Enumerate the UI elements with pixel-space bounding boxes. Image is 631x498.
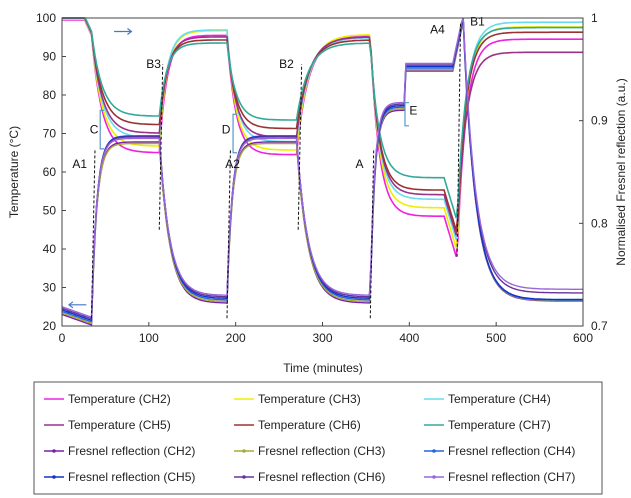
- annotations: A1 A2 A A4 B3 B2 B1 C D E: [67, 15, 485, 309]
- plot-curves: [61, 17, 583, 326]
- transition-marker: [456, 21, 462, 257]
- y2-tick-label: 0.7: [591, 319, 608, 333]
- transition-marker: [369, 148, 375, 319]
- annotation-label: A4: [430, 22, 445, 36]
- y2-tick-label: 0.9: [591, 114, 608, 128]
- legend-marker: [52, 475, 56, 479]
- range-bracket: [99, 109, 105, 150]
- reflection-curve: [61, 17, 583, 318]
- y-axis-label: Temperature (°C): [7, 126, 21, 218]
- legend-label: Temperature (CH3): [258, 392, 361, 406]
- annotation-label: A1: [72, 157, 87, 171]
- legend-label: Fresnel reflection (CH6): [258, 470, 385, 484]
- y-tick-label: 70: [43, 127, 57, 141]
- x-tick-label: 400: [399, 331, 419, 345]
- transition-marker: [297, 64, 303, 230]
- annotation-label: B3: [146, 57, 161, 71]
- y-tick-label: 20: [43, 319, 57, 333]
- legend-label: Temperature (CH7): [448, 418, 551, 432]
- transition-marker: [158, 64, 164, 230]
- legend-marker: [432, 475, 436, 479]
- annotation-label: B1: [470, 15, 485, 29]
- annotation-label: E: [409, 103, 417, 117]
- range-bracket: [232, 113, 238, 154]
- reflection-curve: [61, 17, 583, 320]
- range-bracket: [404, 102, 409, 127]
- reflection-curve: [61, 18, 583, 323]
- y-tick-label: 40: [43, 242, 57, 256]
- legend-marker: [242, 449, 246, 453]
- transition-marker: [226, 148, 231, 319]
- x-tick-label: 600: [573, 331, 593, 345]
- legend: Temperature (CH2) Temperature (CH3) Temper…: [44, 392, 575, 484]
- legend-label: Temperature (CH6): [258, 418, 361, 432]
- y-tick-label: 60: [43, 165, 57, 179]
- transition-marker: [91, 148, 96, 319]
- left-axis-arrowhead: [67, 301, 74, 309]
- temperature-curve: [62, 17, 583, 231]
- annotation-label: A: [355, 157, 363, 171]
- legend-label: Fresnel reflection (CH3): [258, 444, 385, 458]
- temperature-curve: [62, 17, 583, 219]
- legend-box: [33, 381, 603, 495]
- temperature-curve: [62, 17, 583, 236]
- y2-tick-label: 0.8: [591, 216, 608, 230]
- y2-tick-label: 1: [591, 11, 598, 25]
- x-tick-label: 300: [312, 331, 332, 345]
- x-tick-label: 500: [486, 331, 506, 345]
- legend-label: Temperature (CH5): [68, 418, 171, 432]
- annotation-label: B2: [279, 57, 294, 71]
- y-tick-label: 80: [43, 88, 57, 102]
- x-tick-label: 0: [59, 331, 66, 345]
- legend-marker: [242, 475, 246, 479]
- legend-label: Fresnel reflection (CH2): [68, 444, 195, 458]
- y2-axis-label: Normalised Fresnel reflection (a.u.): [614, 78, 628, 265]
- annotation-label: C: [90, 123, 99, 137]
- legend-label: Fresnel reflection (CH7): [448, 470, 575, 484]
- y-tick-label: 50: [43, 204, 57, 218]
- reflection-curve: [61, 17, 583, 321]
- x-tick-label: 200: [226, 331, 246, 345]
- reflection-curve: [61, 20, 583, 325]
- y-tick-label: 100: [36, 11, 56, 25]
- ticks: 0 100 200 300 400 500 600 20 30 40 50 60 70 80 90 100 0.…: [36, 11, 608, 345]
- annotation-label: A2: [225, 157, 240, 171]
- legend-label: Fresnel reflection (CH4): [448, 444, 575, 458]
- x-tick-label: 100: [139, 331, 159, 345]
- legend-label: Temperature (CH4): [448, 392, 551, 406]
- right-axis-arrowhead: [127, 27, 133, 35]
- annotation-label: D: [222, 123, 231, 137]
- y-tick-label: 90: [43, 50, 57, 64]
- legend-label: Temperature (CH2): [68, 392, 171, 406]
- legend-marker: [52, 449, 56, 453]
- x-axis-label: Time (minutes): [283, 361, 363, 375]
- legend-label: Fresnel reflection (CH5): [68, 470, 195, 484]
- legend-marker: [432, 449, 436, 453]
- y-tick-label: 30: [43, 281, 57, 295]
